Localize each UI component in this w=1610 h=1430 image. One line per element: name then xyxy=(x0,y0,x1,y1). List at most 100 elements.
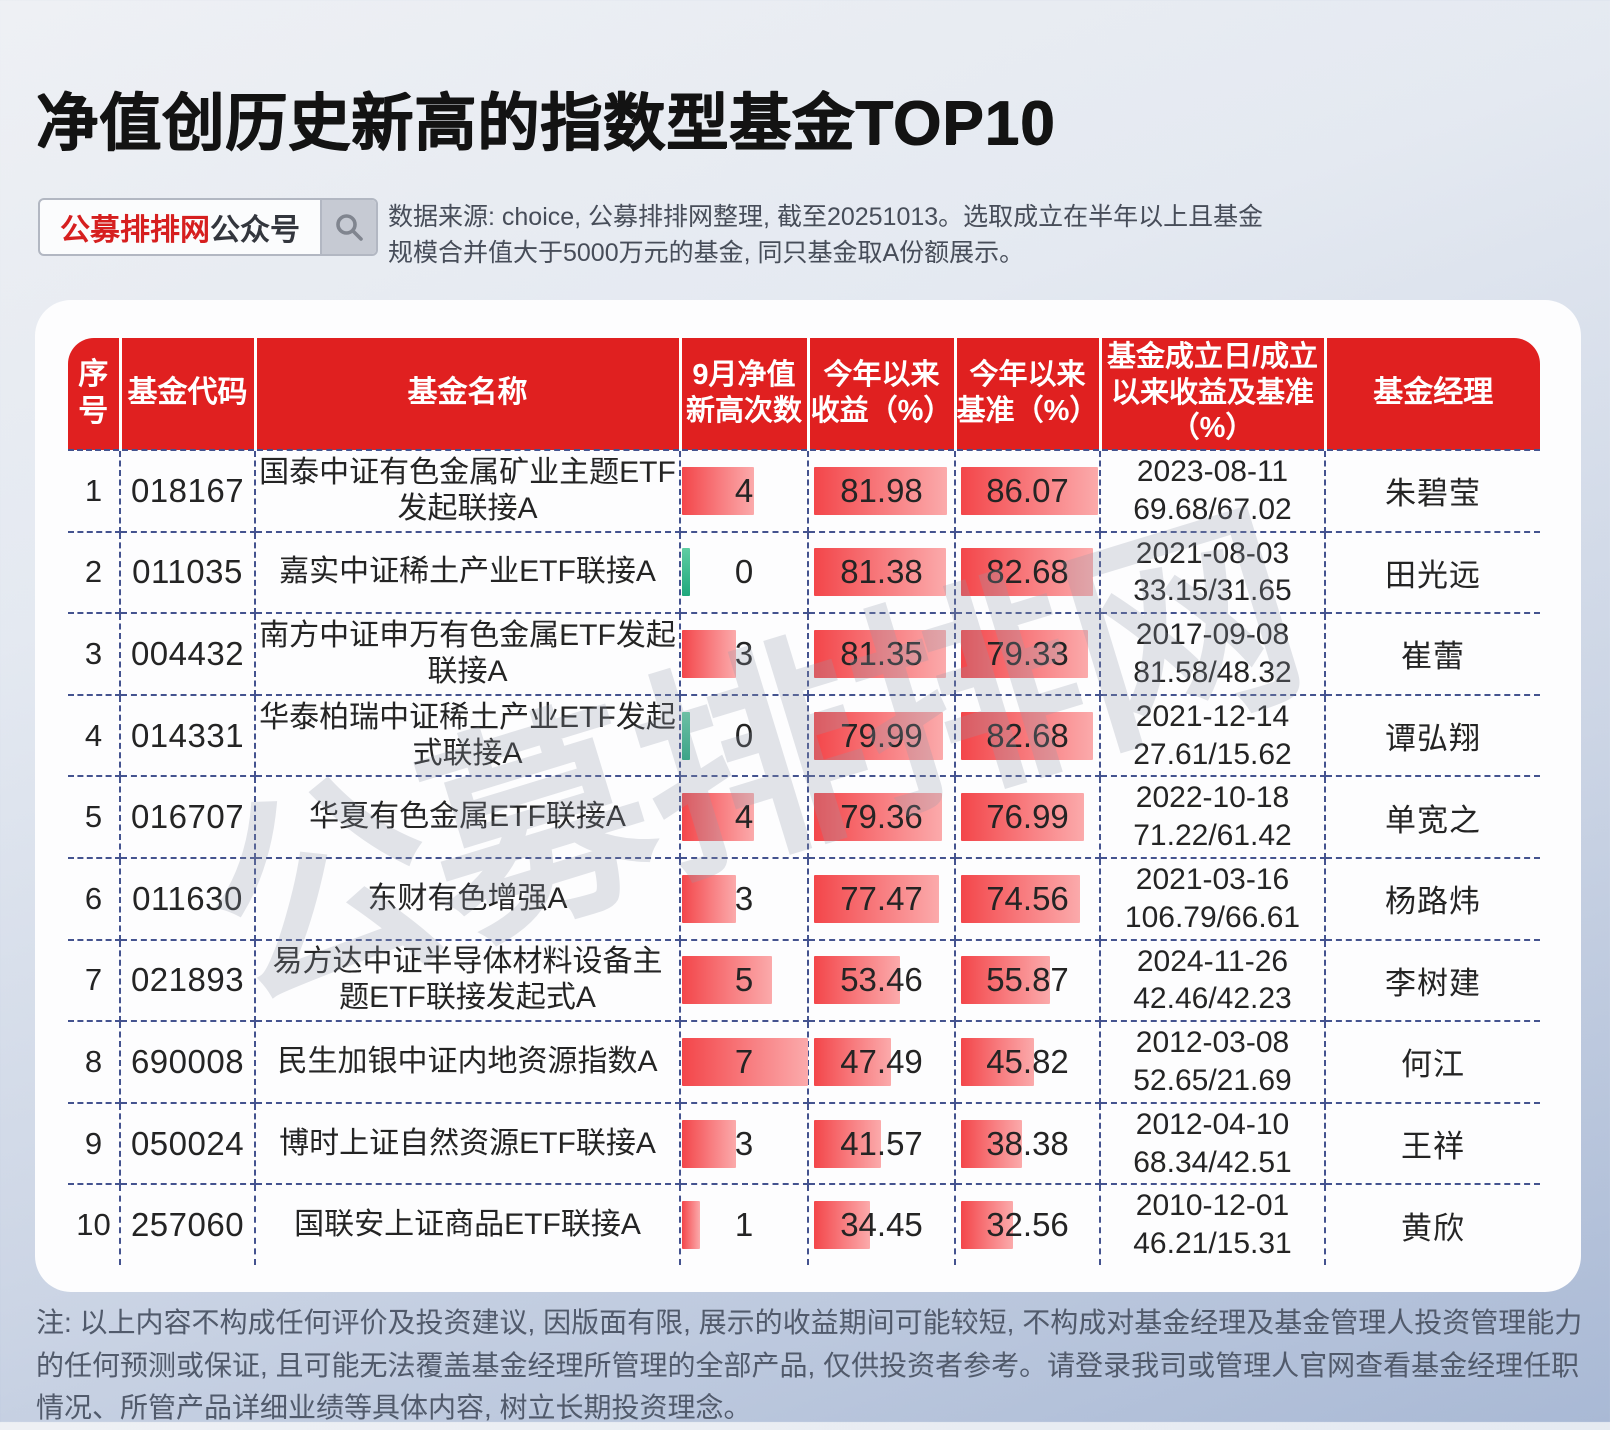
table-row: 10 257060 国联安上证商品ETF联接A 1 34.45 32.56 20… xyxy=(68,1184,1540,1265)
ytd-return-cell: 41.57 xyxy=(808,1102,956,1186)
col-fund-name: 基金名称 xyxy=(253,338,680,450)
rank-cell: 8 xyxy=(68,1021,121,1104)
new-highs-bar xyxy=(682,466,754,515)
page-title: 净值创历史新高的指数型基金TOP10 xyxy=(36,89,1056,158)
fund-code-cell: 011630 xyxy=(120,857,256,941)
fund-name-cell: 华夏有色金属ETF联接A xyxy=(255,776,681,859)
ytd-benchmark-bar xyxy=(961,793,1084,842)
manager-cell: 单宽之 xyxy=(1325,776,1540,859)
col-inception: 基金成立日/成立以来收益及基准（%） xyxy=(1098,338,1325,450)
ytd-benchmark-bar xyxy=(961,956,1051,1005)
ytd-return-cell: 53.46 xyxy=(808,939,956,1023)
new-highs-cell: 3 xyxy=(680,857,809,941)
inception-cell: 2023-08-11 69.68/67.02 xyxy=(1100,449,1326,533)
manager-cell: 杨路炜 xyxy=(1325,857,1540,941)
inception-date: 2024-11-26 xyxy=(1136,944,1289,978)
ytd-benchmark-cell: 74.56 xyxy=(955,857,1101,941)
new-highs-bar xyxy=(682,629,737,678)
ytd-benchmark-cell: 55.87 xyxy=(955,939,1101,1023)
inception-date: 2010-12-01 xyxy=(1135,1189,1290,1223)
since-return: 81.58/48.32 xyxy=(1133,655,1292,689)
new-highs-bar xyxy=(682,1119,737,1168)
badge-text: 公募排排网 公众号 xyxy=(40,200,320,254)
table-row: 9 050024 博时上证自然资源ETF联接A 3 41.57 38.38 20… xyxy=(68,1102,1540,1186)
ytd-return-cell: 81.98 xyxy=(808,449,956,533)
ytd-return-bar xyxy=(814,1119,882,1168)
new-highs-cell: 3 xyxy=(680,613,809,696)
manager-cell: 王祥 xyxy=(1325,1102,1540,1186)
new-highs-bar xyxy=(682,793,754,842)
ytd-benchmark-bar xyxy=(961,874,1080,923)
ytd-return-cell: 77.47 xyxy=(808,857,956,941)
since-return: 68.34/42.51 xyxy=(1133,1145,1292,1179)
ytd-return-cell: 81.38 xyxy=(808,531,956,615)
ytd-return-cell: 79.99 xyxy=(808,694,956,778)
rank-cell: 1 xyxy=(68,449,121,533)
search-icon xyxy=(320,200,376,254)
table-card: 公募排排网 序号 基金代码 基金名称 9月净值新高次数 今年以来收益（%） 今年… xyxy=(35,300,1581,1292)
ytd-return-bar xyxy=(814,874,940,923)
table-row: 7 021893 易方达中证半导体材料设备主题ETF联接发起式A 5 53.46… xyxy=(68,939,1540,1023)
since-return: 52.65/21.69 xyxy=(1133,1063,1292,1097)
new-highs-bar xyxy=(682,1037,808,1086)
since-return: 69.68/67.02 xyxy=(1133,492,1292,526)
ytd-benchmark-cell: 82.68 xyxy=(955,694,1101,778)
inception-date: 2012-04-10 xyxy=(1135,1107,1290,1141)
rank-cell: 5 xyxy=(68,776,121,859)
new-highs-bar xyxy=(682,1201,701,1250)
new-highs-cell: 0 xyxy=(680,694,809,778)
inception-cell: 2024-11-26 42.46/42.23 xyxy=(1100,939,1326,1023)
fund-code-cell: 021893 xyxy=(120,939,256,1023)
ytd-return-bar xyxy=(814,711,944,760)
ytd-return-cell: 79.36 xyxy=(808,776,956,859)
inception-cell: 2021-03-16 106.79/66.61 xyxy=(1100,857,1326,941)
inception-cell: 2010-12-01 46.21/15.31 xyxy=(1100,1184,1326,1265)
new-highs-cell: 3 xyxy=(680,1102,809,1186)
brand-name: 公募排排网 xyxy=(60,214,210,247)
inception-cell: 2022-10-18 71.22/61.42 xyxy=(1100,776,1326,859)
new-highs-cell: 5 xyxy=(680,939,809,1023)
ytd-return-cell: 47.49 xyxy=(808,1021,956,1104)
table-row: 2 011035 嘉实中证稀土产业ETF联接A 0 81.38 82.68 20… xyxy=(68,531,1540,615)
fund-code-cell: 018167 xyxy=(120,449,256,533)
manager-cell: 谭弘翔 xyxy=(1325,694,1540,778)
wechat-search-badge[interactable]: 公募排排网 公众号 xyxy=(38,198,378,256)
fund-code-cell: 011035 xyxy=(120,531,256,615)
zero-highs-bar xyxy=(682,711,690,760)
fund-name-cell: 国联安上证商品ETF联接A xyxy=(255,1184,681,1265)
rank-cell: 6 xyxy=(68,857,121,941)
fund-name-cell: 东财有色增强A xyxy=(255,857,681,941)
fund-code-cell: 004432 xyxy=(120,613,256,696)
table-row: 8 690008 民生加银中证内地资源指数A 7 47.49 45.82 201… xyxy=(68,1021,1540,1104)
col-sep-new-highs: 9月净值新高次数 xyxy=(678,338,808,450)
manager-cell: 崔蕾 xyxy=(1325,613,1540,696)
ytd-benchmark-bar xyxy=(961,1037,1035,1086)
ytd-return-bar xyxy=(814,466,947,515)
col-manager: 基金经理 xyxy=(1323,338,1540,450)
fund-name-cell: 国泰中证有色金属矿业主题ETF发起联接A xyxy=(255,449,681,533)
fund-name-cell: 易方达中证半导体材料设备主题ETF联接发起式A xyxy=(255,939,681,1023)
fund-code-cell: 050024 xyxy=(120,1102,256,1186)
since-return: 27.61/15.62 xyxy=(1133,737,1292,771)
rank-cell: 10 xyxy=(68,1184,121,1265)
rank-cell: 7 xyxy=(68,939,121,1023)
data-source-note: 数据来源: choice, 公募排排网整理, 截至20251013。选取成立在半… xyxy=(388,203,1264,267)
table-row: 6 011630 东财有色增强A 3 77.47 74.56 2021-03-1… xyxy=(68,857,1540,941)
fund-name-cell: 民生加银中证内地资源指数A xyxy=(255,1021,681,1104)
inception-date: 2023-08-11 xyxy=(1136,455,1289,488)
col-rank: 序号 xyxy=(68,338,120,450)
fund-table-body: 1 018167 国泰中证有色金属矿业主题ETF发起联接A 4 81.98 86… xyxy=(68,449,1540,1265)
ytd-benchmark-cell: 32.56 xyxy=(955,1184,1101,1265)
ytd-benchmark-cell: 79.33 xyxy=(955,613,1101,696)
new-highs-cell: 4 xyxy=(680,776,809,859)
inception-date: 2022-10-18 xyxy=(1135,781,1290,815)
table-header: 序号 基金代码 基金名称 9月净值新高次数 今年以来收益（%） 今年以来基准（%… xyxy=(68,338,1540,450)
col-ytd-benchmark: 今年以来基准（%） xyxy=(953,338,1100,450)
since-return: 42.46/42.23 xyxy=(1133,982,1292,1016)
new-highs-bar xyxy=(682,874,737,923)
ytd-benchmark-cell: 86.07 xyxy=(955,449,1101,533)
fund-code-cell: 014331 xyxy=(120,694,256,778)
inception-date: 2021-08-03 xyxy=(1135,536,1290,570)
manager-cell: 何江 xyxy=(1325,1021,1540,1104)
ytd-benchmark-bar xyxy=(961,1201,1013,1250)
